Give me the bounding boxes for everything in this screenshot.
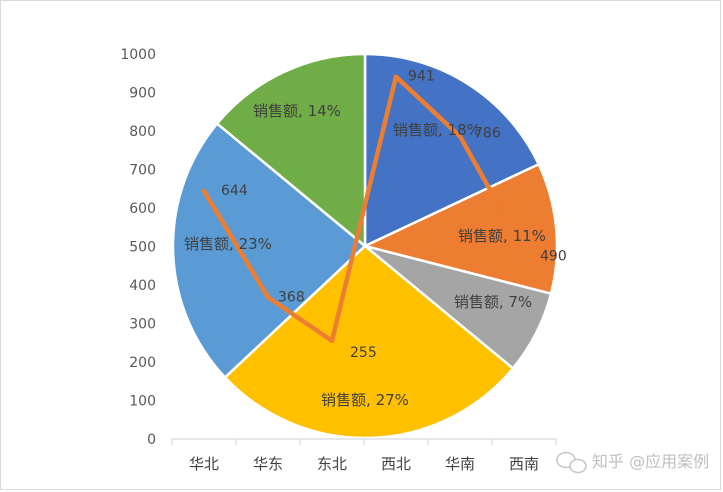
pie-slice-华南 xyxy=(361,162,559,296)
line-data-label: 941 xyxy=(408,69,435,85)
y-tick-label: 800 xyxy=(129,124,156,140)
pie-layer xyxy=(171,52,559,440)
y-tick-label: 500 xyxy=(129,240,156,256)
axis-layer: 0 100 200 300 400 500 600 700 800 900 1000 华北 华东 东北 西北… xyxy=(120,47,557,473)
y-tick-label: 0 xyxy=(147,432,156,448)
watermark-text: 知乎 @应用案例 xyxy=(592,452,709,471)
x-category-label: 西北 xyxy=(381,455,411,473)
y-tick-label: 1000 xyxy=(120,47,156,63)
y-tick-label: 700 xyxy=(129,163,156,179)
x-category-label: 华东 xyxy=(253,455,283,473)
pie-slice-label: 销售额, 7% xyxy=(454,293,532,311)
pie-slice-东北 xyxy=(223,244,515,440)
pie-slice-label: 销售额, 14% xyxy=(253,102,341,120)
label-layer: 销售额, 18% 销售额, 11% 销售额, 7% 销售额, 27% 销售额, 23% 销… xyxy=(184,69,567,409)
pie-slice-label: 销售额, 18% xyxy=(393,121,481,139)
pie-slice-label: 销售额, 27% xyxy=(321,391,409,409)
pie-slice-label: 销售额, 23% xyxy=(184,235,272,253)
y-tick-label: 600 xyxy=(129,201,156,217)
line-data-label: 368 xyxy=(278,289,305,305)
line-data-label: 644 xyxy=(221,183,248,199)
pie-slice-西北 xyxy=(363,52,541,248)
y-tick-label: 100 xyxy=(129,394,156,410)
line-data-label: 255 xyxy=(350,345,377,361)
watermark: 知乎 @应用案例 xyxy=(556,451,709,474)
y-tick-label: 900 xyxy=(129,86,156,102)
pie-slice-华东 xyxy=(215,52,367,249)
pie-slice-label: 销售额, 11% xyxy=(458,227,546,245)
line-data-label: 490 xyxy=(540,248,567,264)
x-category-label: 西南 xyxy=(509,455,539,473)
line-data-label: 786 xyxy=(474,125,501,141)
y-tick-label: 300 xyxy=(129,317,156,333)
pie-slice-华北 xyxy=(171,121,367,380)
y-tick-label: 200 xyxy=(129,355,156,371)
line-layer xyxy=(201,74,527,344)
x-category-label: 华南 xyxy=(445,455,475,473)
wechat-icon xyxy=(556,451,587,474)
x-category-label: 东北 xyxy=(317,455,347,473)
y-tick-label: 400 xyxy=(129,278,156,294)
line-series xyxy=(201,74,527,344)
x-category-label: 华北 xyxy=(189,455,219,473)
